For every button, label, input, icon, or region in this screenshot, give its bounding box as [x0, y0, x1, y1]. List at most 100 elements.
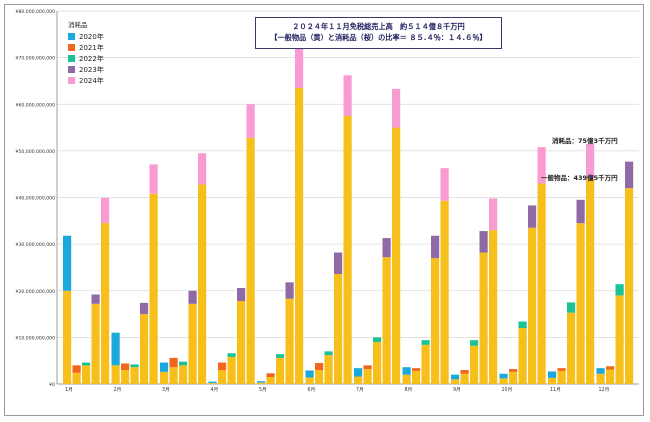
bar-consumables-10-2020年 — [499, 373, 508, 379]
bar-general-2-2022年 — [130, 367, 139, 384]
bar-consumables-5-2024年 — [295, 48, 304, 88]
bar-general-10-2023年 — [528, 227, 537, 384]
y-tick-label: ¥30,000,000,000 — [16, 242, 56, 248]
bar-general-3-2023年 — [188, 303, 197, 384]
bar-consumables-7-2020年 — [354, 368, 363, 377]
legend-swatch-2023 — [68, 66, 75, 73]
chart-subtitle: 【一般物品（黄）と消耗品（桜）の比率＝ ８５.４％：１４.６％】 — [270, 33, 487, 42]
legend-entry-2021: 2021年 — [68, 42, 104, 53]
bar-general-12-2021年 — [606, 369, 615, 384]
bar-general-5-2022年 — [276, 357, 285, 384]
bar-general-8-2021年 — [412, 370, 421, 384]
bar-general-11-2024年 — [586, 179, 595, 384]
bar-consumables-2-2024年 — [149, 164, 158, 194]
bar-general-3-2024年 — [198, 184, 207, 384]
bar-consumables-10-2021年 — [509, 369, 518, 372]
bar-general-4-2023年 — [237, 301, 246, 384]
bar-general-9-2024年 — [489, 230, 498, 384]
bar-consumables-1-2022年 — [82, 362, 91, 366]
bar-consumables-11-2020年 — [548, 371, 557, 378]
bar-consumables-2-2020年 — [111, 332, 120, 366]
y-tick-label: ¥0 — [49, 382, 55, 388]
bar-consumables-10-2022年 — [518, 321, 527, 329]
bar-consumables-8-2020年 — [402, 367, 411, 375]
x-tick-label: 3月 — [162, 387, 170, 393]
bar-general-3-2020年 — [160, 371, 169, 384]
annotation-general: 一般物品：439億5千万円 — [541, 174, 618, 182]
y-tick-label: ¥20,000,000,000 — [16, 289, 56, 295]
legend: 消耗品 2020年 2021年 2022年 2023年 2024年 — [68, 19, 104, 86]
bar-consumables-10-2024年 — [537, 147, 546, 184]
bar-general-10-2020年 — [499, 378, 508, 384]
bar-consumables-6-2020年 — [305, 370, 314, 378]
bar-consumables-5-2022年 — [276, 354, 285, 358]
bar-general-1-2023年 — [91, 303, 100, 384]
bar-general-12-2023年 — [625, 188, 634, 384]
bar-consumables-6-2023年 — [334, 252, 343, 274]
bar-general-6-2020年 — [305, 377, 314, 384]
bar-general-4-2022年 — [227, 356, 236, 384]
legend-label-2020: 2020年 — [79, 32, 104, 41]
bar-general-6-2024年 — [343, 115, 352, 384]
bar-general-12-2022年 — [615, 295, 624, 384]
bar-consumables-4-2020年 — [208, 381, 217, 384]
bar-general-2-2021年 — [121, 370, 130, 384]
bar-general-7-2020年 — [354, 376, 363, 384]
bar-consumables-12-2020年 — [596, 368, 605, 374]
y-tick-label: ¥50,000,000,000 — [16, 149, 56, 155]
chart-frame: ¥0 ¥10,000,000,000 ¥20,000,000,000 ¥30,000,… — [4, 4, 644, 416]
legend-swatch-2022 — [68, 55, 75, 62]
bar-general-7-2022年 — [373, 342, 382, 384]
bar-general-3-2022年 — [179, 365, 188, 384]
bar-consumables-7-2023年 — [382, 238, 391, 258]
bar-consumables-1-2020年 — [63, 235, 72, 291]
bar-general-11-2020年 — [548, 377, 557, 384]
y-tick-label: ¥60,000,000,000 — [16, 102, 56, 108]
bar-consumables-3-2023年 — [188, 290, 197, 304]
bar-general-9-2021年 — [460, 373, 469, 384]
bar-general-7-2023年 — [382, 257, 391, 384]
x-tick-label: 7月 — [356, 387, 364, 393]
y-tick-label: ¥40,000,000,000 — [16, 196, 56, 202]
bar-general-4-2024年 — [246, 137, 255, 384]
chart-plot: ¥0 ¥10,000,000,000 ¥20,000,000,000 ¥30,000,… — [16, 9, 639, 393]
bar-general-8-2023年 — [431, 258, 440, 384]
x-tick-label: 10月 — [502, 387, 513, 393]
bar-consumables-7-2022年 — [373, 337, 382, 343]
bar-consumables-8-2023年 — [431, 235, 440, 259]
bar-consumables-4-2022年 — [227, 353, 236, 357]
bar-consumables-11-2021年 — [557, 368, 566, 371]
bar-general-5-2021年 — [266, 377, 275, 384]
bar-general-6-2023年 — [334, 273, 343, 384]
bar-general-11-2023年 — [576, 223, 585, 384]
bar-general-5-2023年 — [285, 298, 294, 384]
bar-consumables-2-2023年 — [140, 302, 149, 315]
bar-consumables-5-2020年 — [257, 381, 266, 383]
bar-consumables-4-2024年 — [246, 104, 255, 138]
bar-consumables-11-2022年 — [567, 302, 576, 313]
bar-consumables-1-2023年 — [91, 294, 100, 304]
bar-consumables-1-2021年 — [72, 365, 81, 373]
bar-consumables-7-2021年 — [363, 365, 372, 370]
bar-general-8-2024年 — [440, 200, 449, 384]
legend-label-2021: 2021年 — [79, 43, 104, 52]
bar-consumables-6-2022年 — [324, 351, 333, 356]
bar-general-8-2020年 — [402, 374, 411, 384]
bar-consumables-4-2023年 — [237, 287, 246, 302]
bar-consumables-5-2021年 — [266, 373, 275, 378]
bar-general-6-2021年 — [315, 370, 324, 384]
bar-consumables-8-2024年 — [440, 168, 449, 201]
x-tick-label: 2月 — [114, 387, 122, 393]
bar-general-8-2022年 — [421, 344, 430, 384]
legend-label-2022: 2022年 — [79, 54, 104, 63]
bar-general-1-2024年 — [101, 223, 110, 384]
legend-entry-2022: 2022年 — [68, 53, 104, 64]
bar-general-2-2023年 — [140, 314, 149, 384]
x-tick-label: 5月 — [259, 387, 267, 393]
bar-consumables-6-2024年 — [343, 75, 352, 116]
y-tick-label: ¥70,000,000,000 — [16, 56, 56, 62]
bar-general-4-2020年 — [208, 383, 217, 384]
bar-consumables-5-2023年 — [285, 282, 294, 299]
bar-consumables-12-2022年 — [615, 284, 624, 296]
bar-consumables-11-2023年 — [576, 199, 585, 224]
